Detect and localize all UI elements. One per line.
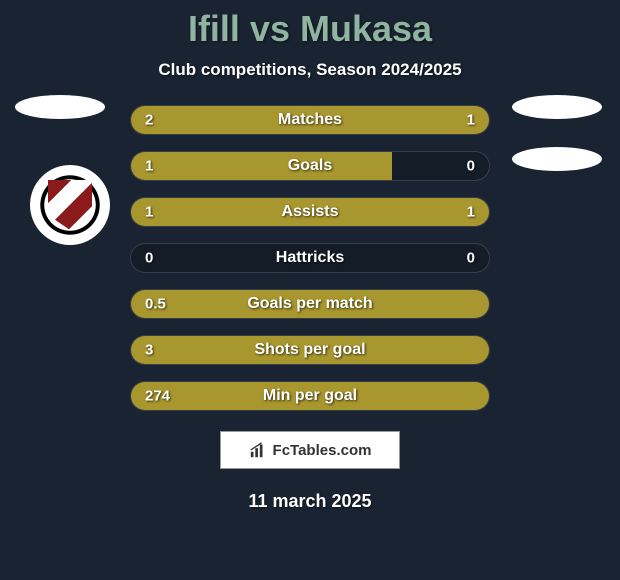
stat-row-assists: 1 Assists 1 <box>130 197 490 227</box>
player-right-placeholder-1 <box>512 95 602 119</box>
stat-label: Goals per match <box>247 295 372 313</box>
stat-row-shots-per-goal: 3 Shots per goal <box>130 335 490 365</box>
stat-value-left: 0.5 <box>145 296 166 313</box>
stat-value-right: 1 <box>467 112 475 129</box>
subtitle: Club competitions, Season 2024/2025 <box>0 60 620 80</box>
stat-row-matches: 2 Matches 1 <box>130 105 490 135</box>
shield-icon <box>48 180 92 230</box>
stat-row-goals: 1 Goals 0 <box>130 151 490 181</box>
stat-value-left: 274 <box>145 388 170 405</box>
date-text: 11 march 2025 <box>0 491 620 512</box>
player-right-placeholder-2 <box>512 147 602 171</box>
player-left-placeholder <box>15 95 105 119</box>
stat-value-right: 0 <box>467 250 475 267</box>
stat-value-right: 1 <box>467 204 475 221</box>
stat-value-left: 2 <box>145 112 153 129</box>
fctables-banner[interactable]: FcTables.com <box>220 431 400 469</box>
stat-value-left: 1 <box>145 204 153 221</box>
stat-row-goals-per-match: 0.5 Goals per match <box>130 289 490 319</box>
stat-rows: 2 Matches 1 1 Goals 0 1 Assists 1 <box>130 105 490 411</box>
main-container: Ifill vs Mukasa Club competitions, Seaso… <box>0 0 620 580</box>
stat-bar-left <box>131 152 392 180</box>
chart-icon <box>249 441 267 459</box>
bromley-crest-icon <box>30 165 110 245</box>
stat-label: Hattricks <box>276 249 344 267</box>
stats-area: 2 Matches 1 1 Goals 0 1 Assists 1 <box>0 105 620 512</box>
stat-value-left: 0 <box>145 250 153 267</box>
stat-label: Min per goal <box>263 387 357 405</box>
team-left-logo <box>30 165 110 245</box>
stat-row-min-per-goal: 274 Min per goal <box>130 381 490 411</box>
stat-label: Shots per goal <box>254 341 365 359</box>
stat-label: Assists <box>282 203 339 221</box>
stat-value-right: 0 <box>467 158 475 175</box>
fctables-text: FcTables.com <box>273 442 372 459</box>
stat-row-hattricks: 0 Hattricks 0 <box>130 243 490 273</box>
stat-label: Matches <box>278 111 342 129</box>
page-title: Ifill vs Mukasa <box>0 8 620 50</box>
stat-value-left: 3 <box>145 342 153 359</box>
stat-label: Goals <box>288 157 332 175</box>
stat-value-left: 1 <box>145 158 153 175</box>
